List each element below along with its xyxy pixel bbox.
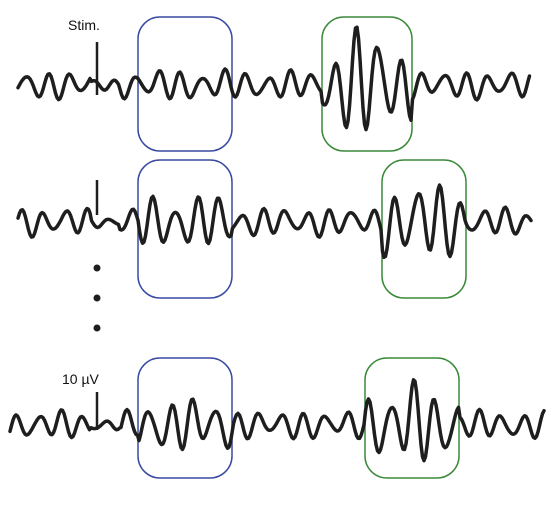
late-window (321, 16, 413, 152)
ellipsis-dot (93, 324, 101, 332)
early-window (137, 159, 233, 299)
late-window (364, 357, 460, 479)
eeg-trace (16, 25, 532, 132)
eeg-trace (16, 183, 533, 260)
early-window (137, 357, 233, 479)
traces (8, 25, 546, 463)
stim-label: Stim. (68, 17, 100, 33)
ellipsis-dot (93, 294, 101, 302)
scale-label: 10 µV (62, 371, 100, 387)
eeg-trace (8, 378, 546, 463)
ellipsis-dot (93, 264, 101, 272)
